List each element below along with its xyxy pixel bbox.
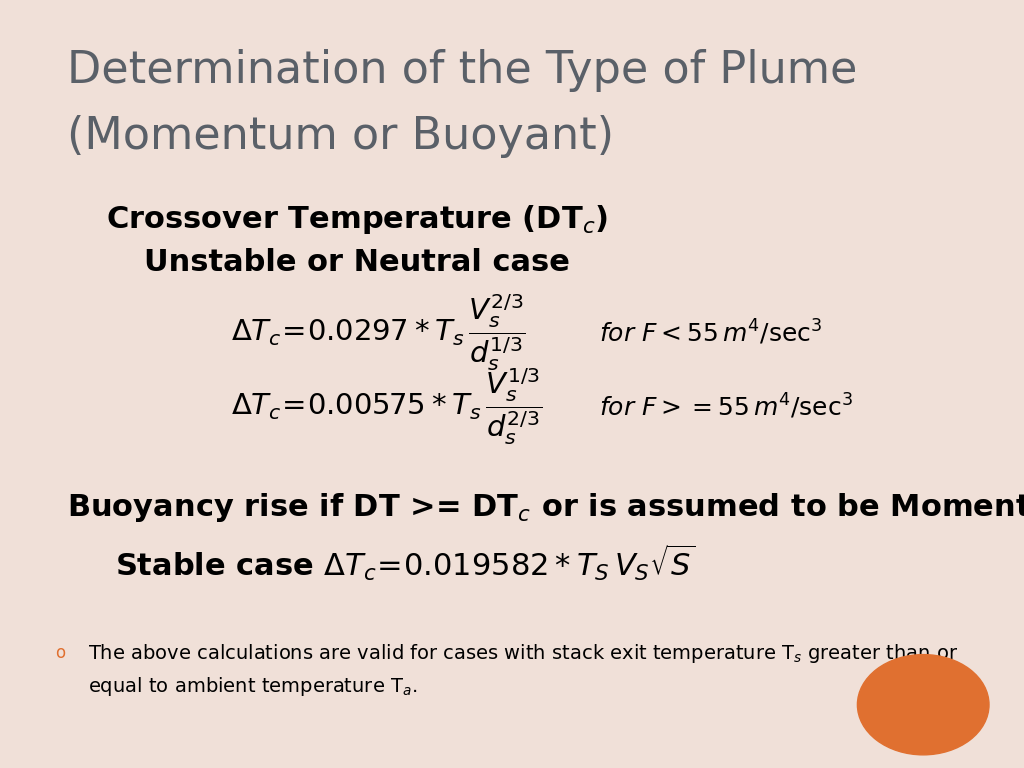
Text: (Momentum or Buoyant): (Momentum or Buoyant) — [67, 115, 613, 158]
Text: The above calculations are valid for cases with stack exit temperature T$_s$ gre: The above calculations are valid for cas… — [88, 642, 958, 665]
Text: Determination of the Type of Plume: Determination of the Type of Plume — [67, 48, 857, 91]
Text: o: o — [55, 644, 66, 661]
Text: $\Delta T_c\!=\!0.0297*T_s\,\dfrac{V_s^{2/3}}{d_s^{1/3}}$: $\Delta T_c\!=\!0.0297*T_s\,\dfrac{V_s^{… — [231, 292, 526, 372]
Text: Unstable or Neutral case: Unstable or Neutral case — [144, 247, 570, 276]
Text: Buoyancy rise if DT >= DT$_c$ or is assumed to be Momentum: Buoyancy rise if DT >= DT$_c$ or is assu… — [67, 491, 1024, 524]
Text: Crossover Temperature (DT$_c$): Crossover Temperature (DT$_c$) — [105, 204, 608, 237]
Text: $\Delta T_c\!=\!0.00575*T_s\,\dfrac{V_s^{1/3}}{d_s^{2/3}}$: $\Delta T_c\!=\!0.00575*T_s\,\dfrac{V_s^… — [231, 366, 543, 446]
Text: $\mathit{for\ F} < 55\,m^4/\mathrm{sec}^3$: $\mathit{for\ F} < 55\,m^4/\mathrm{sec}^… — [599, 318, 822, 347]
Text: $\mathit{for\ F} >=55\,m^4/\mathrm{sec}^3$: $\mathit{for\ F} >=55\,m^4/\mathrm{sec}^… — [599, 392, 853, 421]
Circle shape — [857, 654, 989, 755]
Text: Stable case $\Delta T_c\!=\!0.019582*T_S\,V_S\sqrt{S}$: Stable case $\Delta T_c\!=\!0.019582*T_S… — [115, 542, 696, 584]
Text: equal to ambient temperature T$_a$.: equal to ambient temperature T$_a$. — [88, 675, 418, 698]
